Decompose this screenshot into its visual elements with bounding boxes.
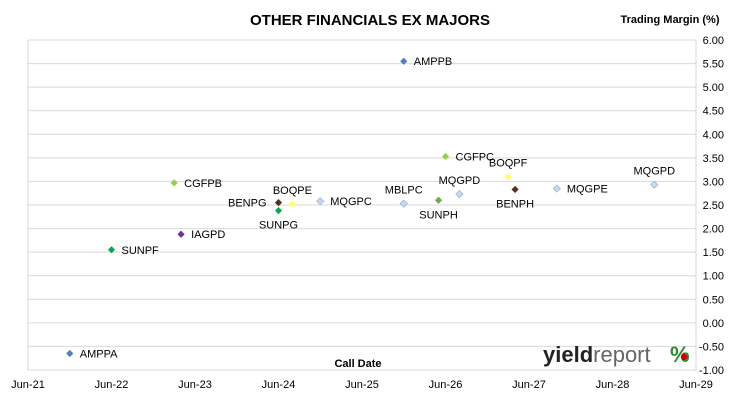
data-point-marker [434, 196, 443, 204]
data-points: AMPPA SUNPF CGFPB IAGPD BENPG SUNPG BOQPE MQGPC… [66, 56, 675, 361]
x-tick-label: Jun-29 [679, 379, 713, 391]
y-tick-labels: 6.00 5.50 5.00 4.50 4.00 3.50 3.00 2.50 2.00 1.50… [699, 35, 724, 377]
y-tick-label: 3.50 [703, 153, 724, 165]
x-tick-label: Jun-21 [11, 379, 45, 391]
data-point-marker [170, 179, 178, 187]
x-tick-label: Jun-28 [596, 379, 630, 391]
y-tick-label: 5.00 [703, 82, 724, 94]
y-tick-label: 0.50 [703, 294, 724, 306]
y-tick-label: 1.00 [703, 271, 724, 283]
svg-text:yieldreport: yieldreport [543, 342, 651, 367]
yieldreport-logo: yieldreport % [543, 342, 690, 367]
x-axis-label: Call Date [334, 358, 381, 370]
data-point-marker [288, 200, 297, 208]
data-point-label: MQGPC [330, 196, 372, 208]
data-point-marker [107, 246, 116, 254]
y-tick-label: 1.50 [703, 247, 724, 259]
chart-title: OTHER FINANCIALS EX MAJORS [250, 12, 490, 29]
y-tick-label: -0.50 [699, 341, 724, 353]
data-point-label: BOQPF [489, 158, 528, 170]
y-tick-label: 2.50 [703, 200, 724, 212]
data-point-label: MBLPC [385, 185, 423, 197]
data-point-label: IAGPD [191, 229, 225, 241]
data-point-marker [400, 57, 408, 65]
x-tick-label: Jun-26 [429, 379, 463, 391]
data-point-label: SUNPF [122, 245, 160, 257]
data-point-label: SUNPG [259, 220, 298, 232]
data-point-marker [511, 185, 519, 194]
data-point-marker [316, 197, 325, 206]
x-tick-label: Jun-25 [345, 379, 379, 391]
data-point-label: AMPPA [80, 349, 118, 361]
logo-report: report [593, 342, 650, 367]
data-point-marker [455, 189, 464, 199]
data-point-label: MQGPE [567, 184, 608, 196]
data-point-label: BOQPE [273, 185, 312, 197]
data-point-label: MQGPD [633, 166, 675, 178]
data-point-marker [274, 207, 283, 215]
x-tick-labels: Jun-21 Jun-22 Jun-23 Jun-24 Jun-25 Jun-26 Jun-… [11, 379, 713, 391]
data-point-label: MQGPD [439, 175, 481, 187]
y-tick-label: -1.00 [699, 365, 724, 377]
data-point-label: BENPG [228, 198, 267, 210]
y-tick-label: 3.00 [703, 176, 724, 188]
data-point-marker [552, 184, 561, 193]
data-point-marker [274, 199, 283, 207]
data-point-label: SUNPH [419, 209, 458, 221]
logo-red-dot [680, 353, 688, 361]
data-point-label: BENPH [496, 198, 534, 210]
logo-yield: yield [543, 342, 593, 367]
y-axis-label: Trading Margin (%) [621, 14, 720, 26]
x-tick-label: Jun-23 [178, 379, 212, 391]
plot-area-border [27, 39, 697, 371]
data-point-label: AMPPB [414, 56, 453, 68]
x-tick-label: Jun-27 [512, 379, 546, 391]
data-point-marker [650, 180, 659, 189]
y-tick-label: 4.50 [703, 106, 724, 118]
gridlines [27, 39, 697, 371]
data-point-marker [66, 349, 74, 358]
data-point-marker [441, 152, 450, 161]
y-tick-label: 0.00 [703, 318, 724, 330]
logo-percent-icon: % [670, 342, 690, 367]
x-tick-label: Jun-24 [262, 379, 296, 391]
y-tick-label: 4.00 [703, 129, 724, 141]
x-tick-label: Jun-22 [95, 379, 129, 391]
y-tick-label: 6.00 [703, 35, 724, 47]
y-tick-label: 5.50 [703, 59, 724, 71]
data-point-marker [177, 230, 185, 238]
data-point-marker [504, 173, 512, 181]
y-tick-label: 2.00 [703, 224, 724, 236]
data-point-label: CGFPB [184, 178, 222, 190]
data-point-label: CGFPC [456, 151, 495, 163]
data-point-marker [399, 199, 408, 208]
